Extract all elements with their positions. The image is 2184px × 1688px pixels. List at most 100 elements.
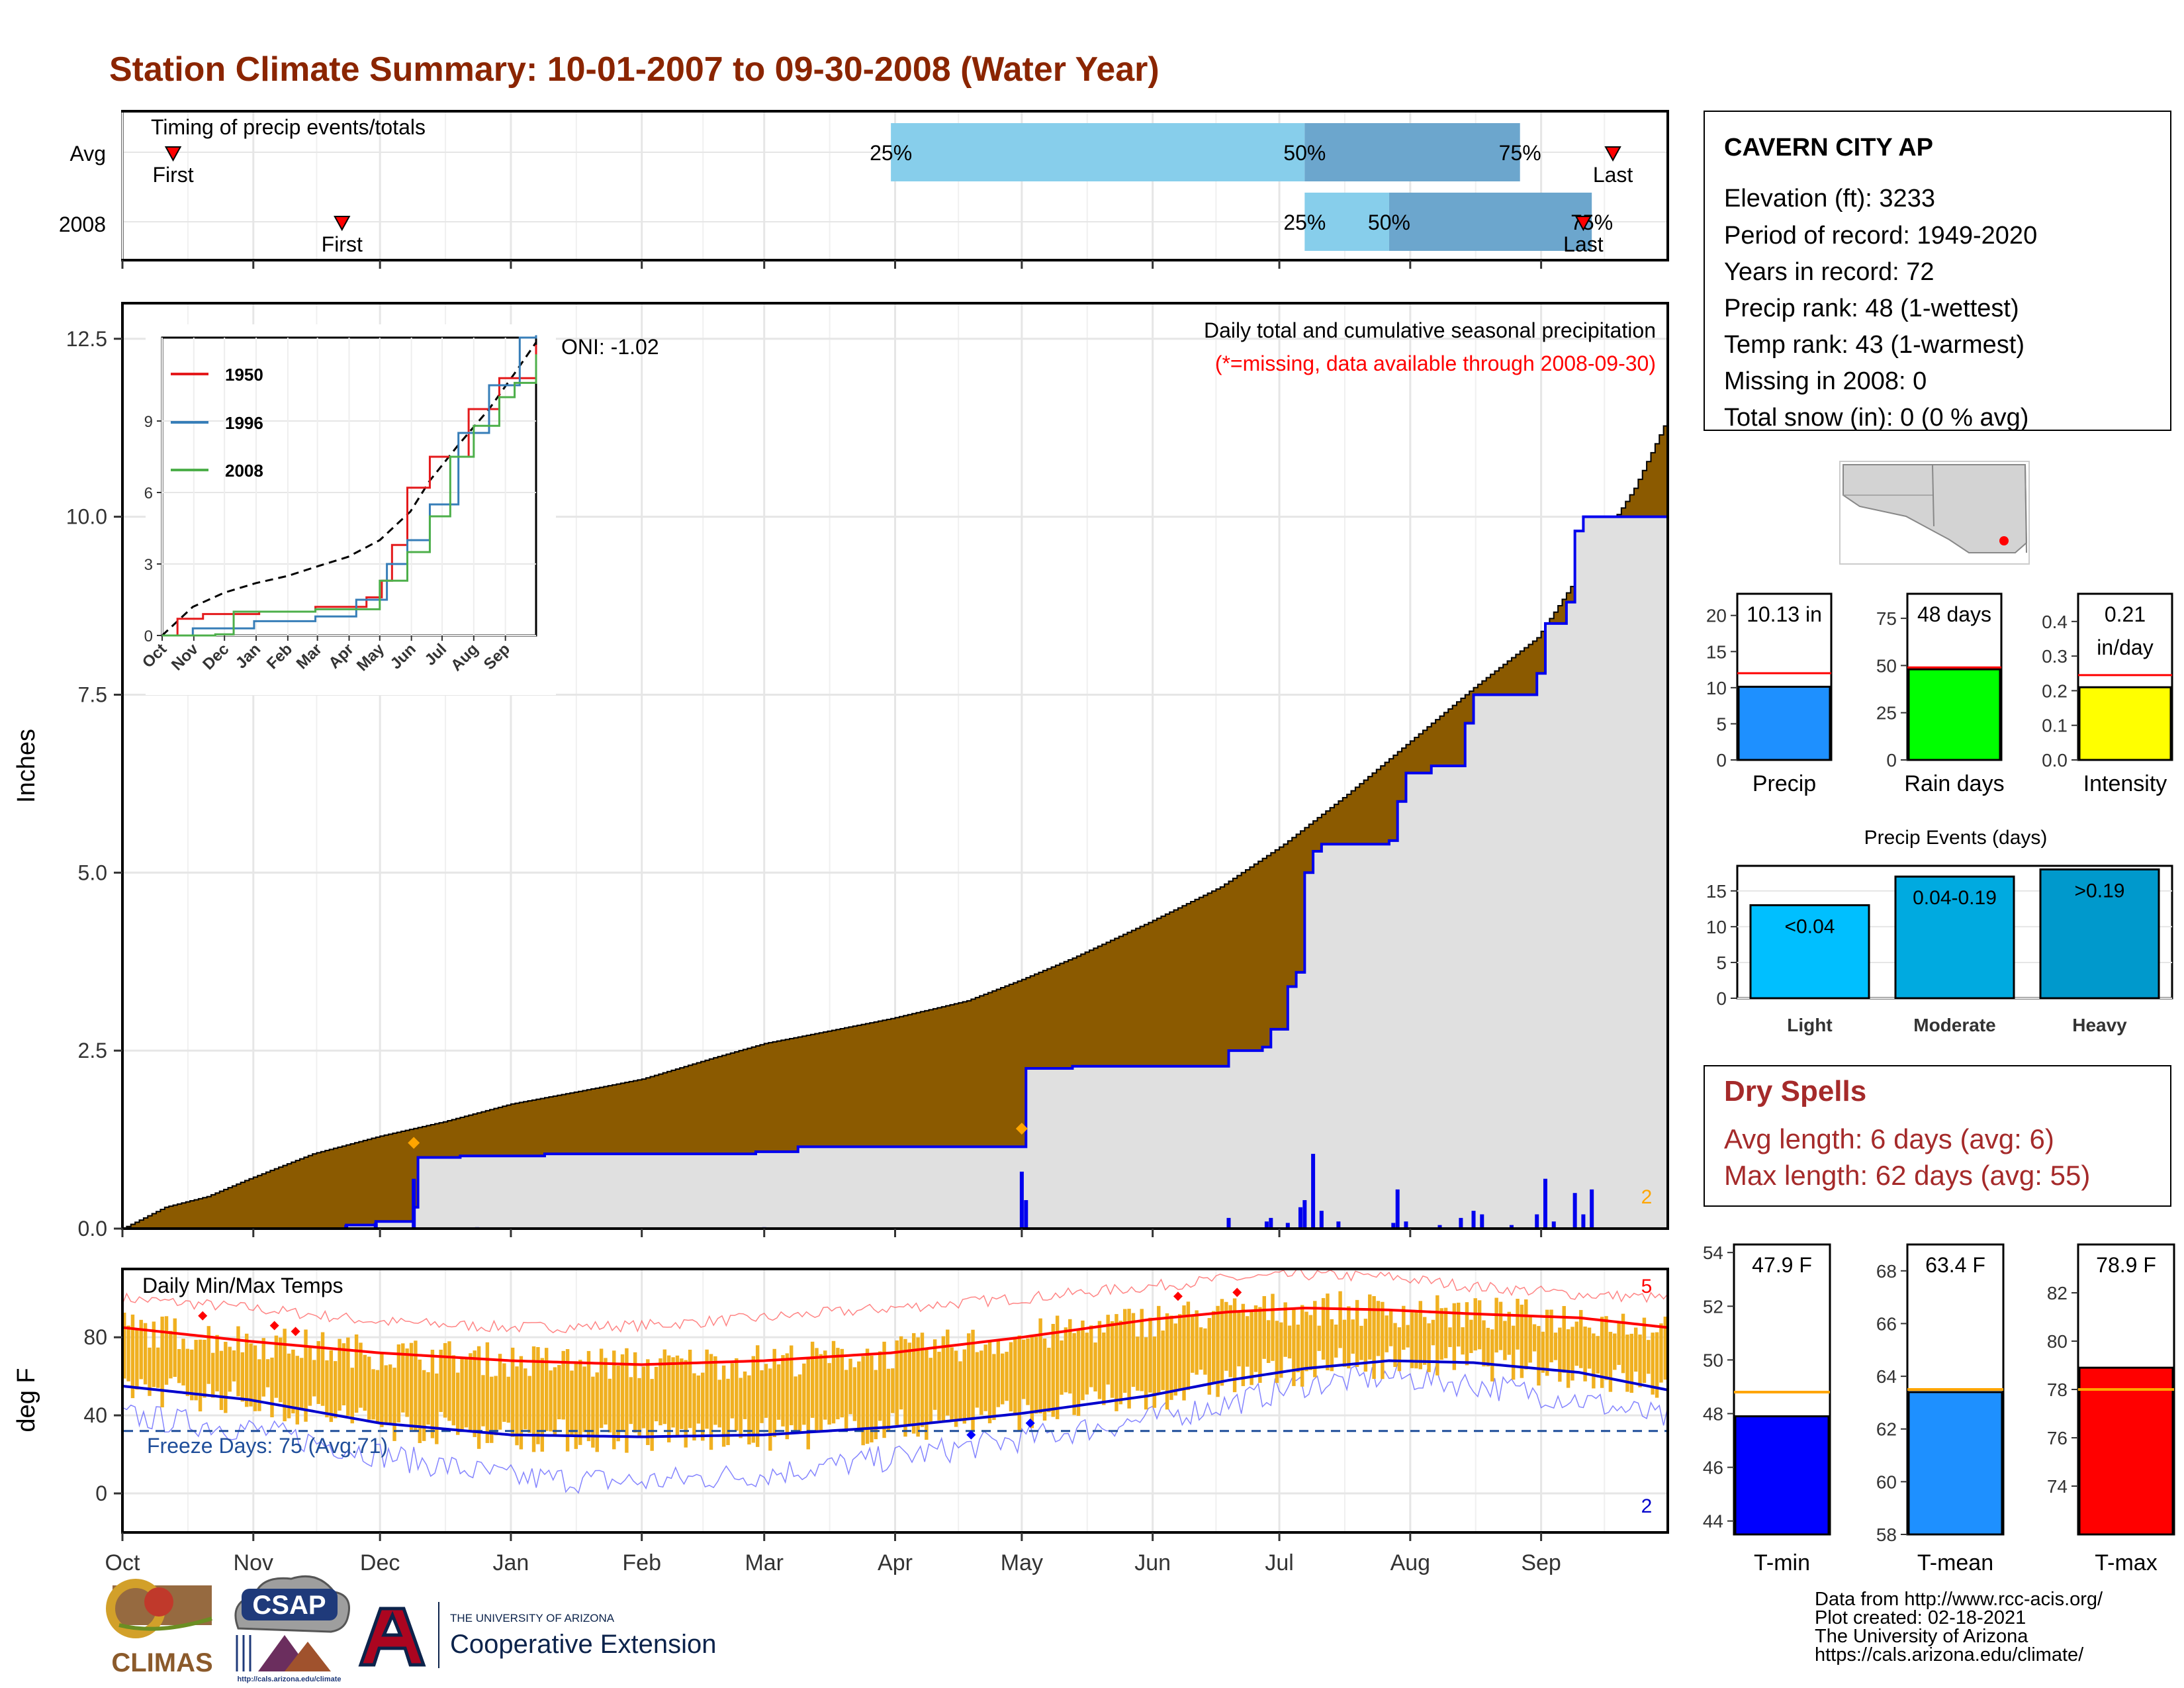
missing-data-note: (*=missing, data available through 2008-… [1215, 352, 1656, 375]
daily-temp-bar [451, 1355, 456, 1426]
temp-summary-tick-label: 76 [2047, 1428, 2068, 1448]
summary-bar-tick-label: 20 [1706, 606, 1727, 626]
timing-first-label: First [152, 163, 193, 187]
timing-25-label: 25% [870, 141, 912, 165]
record-high-marker [269, 1321, 279, 1331]
summary-bar-precip: 0 5 10 15 20 10.13 in Precip [1706, 592, 1833, 796]
daily-temp-bar [1089, 1325, 1093, 1387]
footer-data-source: Data from http://www.rcc-acis.org/ [1815, 1589, 2103, 1610]
daily-temp-bar [439, 1349, 443, 1413]
timing-first-label: First [322, 232, 363, 256]
daily-temp-bar [553, 1367, 557, 1435]
summary-bar-display: 48 days [1917, 602, 1991, 626]
daily-temp-bar [143, 1323, 148, 1385]
daily-precip-bar [1459, 1217, 1463, 1229]
daily-temp-bar [1207, 1318, 1212, 1395]
summary-bar-label: Intensity [2083, 771, 2167, 796]
daily-temp-bar [1410, 1312, 1414, 1368]
station-elevation: Elevation (ft): 3233 [1724, 185, 1935, 212]
daily-temp-bar [815, 1348, 819, 1432]
temp-summary-tick-label: 80 [2047, 1331, 2068, 1352]
daily-temp-bar [540, 1358, 545, 1452]
dry-spells-frame [1704, 1065, 2171, 1207]
daily-temp-bar [1406, 1325, 1410, 1348]
temp-summary-tick-label: 82 [2047, 1283, 2068, 1303]
daily-temp-bar [675, 1355, 680, 1436]
daily-temp-bar [261, 1338, 265, 1397]
daily-temp-bar [1241, 1303, 1246, 1386]
daily-temp-bar [401, 1343, 405, 1413]
daily-temp-bar [206, 1326, 211, 1384]
timing-panel: 25% 50% 75% First Last 25% 50% 75% First Last Tim… [59, 110, 1669, 261]
daily-temp-bar [1385, 1315, 1388, 1352]
daily-temp-bar [1494, 1297, 1498, 1353]
daily-temp-bar [688, 1349, 692, 1429]
daily-temp-bar [549, 1370, 553, 1432]
daily-temp-bar [1351, 1319, 1355, 1354]
daily-temp-bar [1402, 1305, 1406, 1350]
daily-temp-bar [836, 1348, 840, 1420]
daily-temp-bar [291, 1349, 295, 1414]
summary-bar-display-unit: in/day [2097, 635, 2153, 659]
temp-summary-display: 47.9 F [1752, 1253, 1812, 1277]
precip-events-bar-label: >0.19 [2075, 880, 2125, 902]
daily-precip-bar [1319, 1211, 1324, 1229]
inset-legend-label-1950: 1950 [225, 365, 263, 385]
daily-temp-bar [633, 1352, 637, 1433]
daily-temp-bar [1596, 1336, 1600, 1374]
daily-temp-bar [620, 1354, 625, 1431]
daily-temp-bar [781, 1355, 785, 1427]
daily-temp-bar [443, 1342, 447, 1418]
temp-summary-display: 63.4 F [1925, 1253, 1985, 1277]
month-label-jan: Jan [493, 1550, 529, 1575]
daily-temp-bar [1541, 1331, 1545, 1373]
daily-temp-bar [519, 1356, 523, 1450]
daily-temp-bar [1047, 1347, 1051, 1413]
daily-temp-bar [599, 1348, 604, 1429]
daily-temp-bar [156, 1347, 160, 1388]
daily-temp-bar [1545, 1309, 1549, 1376]
daily-temp-bar [1655, 1332, 1659, 1398]
precip-ytick-label: 2.5 [78, 1039, 107, 1062]
daily-temp-bar [1549, 1309, 1553, 1363]
daily-temp-bar [794, 1376, 797, 1432]
daily-temp-bar [654, 1366, 659, 1422]
daily-temp-bar [477, 1346, 481, 1449]
daily-precip-bar [1572, 1193, 1577, 1229]
daily-temp-bar [574, 1361, 578, 1449]
daily-temp-bar [380, 1353, 384, 1427]
station-box-frame [1704, 111, 2171, 431]
daily-precip-bar [1264, 1221, 1269, 1229]
daily-temp-bar [1182, 1305, 1186, 1401]
daily-temp-bar [274, 1335, 279, 1398]
station-location-marker [1999, 536, 2009, 545]
precip-events-title: Precip Events (days) [1864, 827, 2048, 849]
daily-temp-bar [1457, 1302, 1461, 1347]
daily-temp-bar [240, 1352, 245, 1402]
daily-temp-bar [1136, 1336, 1140, 1391]
daily-temp-bar [173, 1318, 177, 1377]
daily-temp-bar [1127, 1309, 1131, 1409]
daily-temp-bar [1570, 1327, 1574, 1381]
daily-temp-bar [760, 1370, 764, 1423]
daily-temp-bar [1140, 1309, 1144, 1391]
daily-temp-bar [1106, 1315, 1110, 1385]
daily-temp-bar [1005, 1352, 1009, 1401]
station-years: Years in record: 72 [1724, 258, 1934, 286]
daily-temp-bar [1621, 1313, 1625, 1374]
timing-last-marker [1574, 216, 1592, 232]
daily-precip-bar [1437, 1225, 1442, 1229]
temp-summary-tick-label: 44 [1703, 1511, 1723, 1532]
daily-temp-bar [1287, 1325, 1292, 1359]
summary-bar-tick-label: 75 [1876, 608, 1897, 629]
precip-ytick-label: 12.5 [66, 327, 107, 351]
daily-temp-bar [1613, 1333, 1617, 1370]
daily-temp-bar [946, 1329, 950, 1416]
map-border-3 [2025, 464, 2027, 553]
daily-temp-bar [933, 1339, 937, 1410]
daily-temp-bar [1368, 1294, 1372, 1360]
daily-temp-bar [966, 1333, 971, 1418]
daily-temp-bar [1034, 1336, 1038, 1414]
cumulative-observed-area [122, 516, 1668, 1229]
daily-temp-bar [1363, 1319, 1368, 1372]
